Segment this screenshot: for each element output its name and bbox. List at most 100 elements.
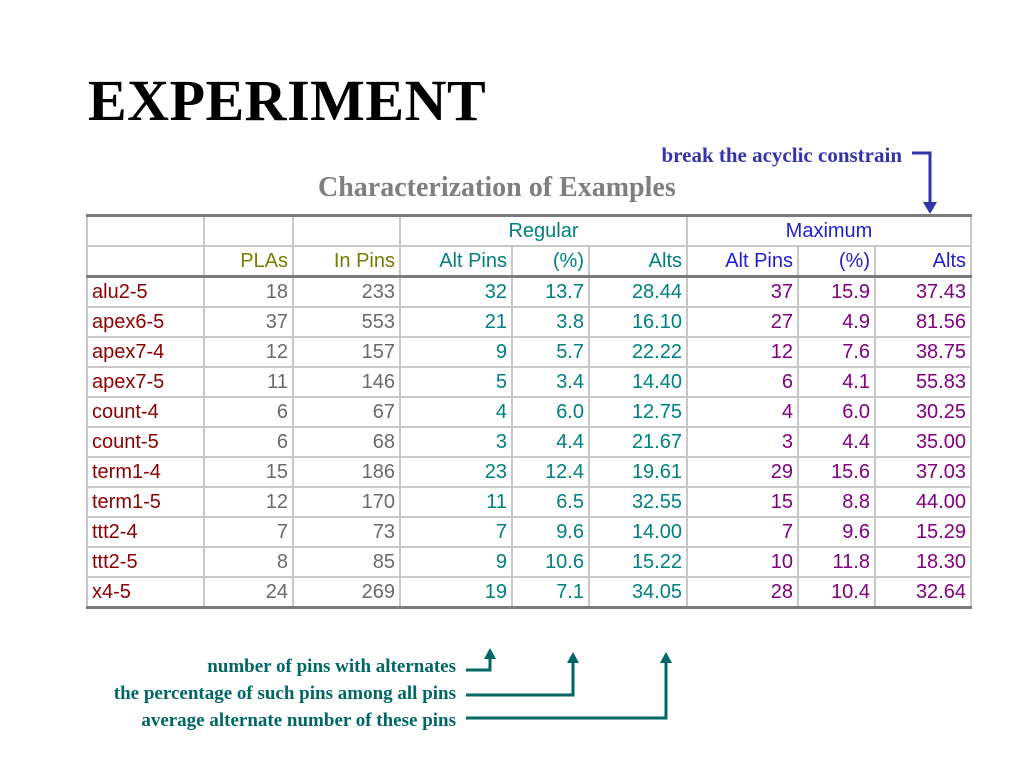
cell-plas: 15: [203, 456, 294, 488]
pins-arrow: [466, 656, 492, 672]
cell-regular-alts: 19.61: [588, 456, 688, 488]
cell-regular-alts: 32.55: [588, 486, 688, 518]
cell-in-pins: 67: [292, 396, 401, 428]
cell-regular-pct: 5.7: [511, 336, 590, 368]
col-header-in-pins: In Pins: [292, 245, 401, 278]
cell-in-pins: 170: [292, 486, 401, 518]
cell-regular-pct: 12.4: [511, 456, 590, 488]
cell-maximum-alt-pins: 6: [686, 366, 799, 398]
cell-maximum-alt-pins: 4: [686, 396, 799, 428]
cell-plas: 6: [203, 396, 294, 428]
average-note: average alternate number of these pins: [141, 710, 456, 731]
percentage-note: the percentage of such pins among all pi…: [113, 683, 456, 704]
cell-maximum-alt-pins: 12: [686, 336, 799, 368]
col-header-regular-pct: (%): [511, 245, 590, 278]
table-row: count-4 6 67 4 6.0 12.75 4 6.0 30.25: [86, 396, 972, 428]
cell-plas: 37: [203, 306, 294, 338]
cell-regular-alts: 12.75: [588, 396, 688, 428]
header-blank: [203, 214, 294, 247]
cell-regular-alt-pins: 9: [399, 546, 513, 578]
cell-regular-alt-pins: 5: [399, 366, 513, 398]
cell-name: ttt2-5: [86, 546, 205, 578]
cell-regular-alts: 14.40: [588, 366, 688, 398]
acyclic-arrow: [912, 151, 932, 205]
cell-regular-alt-pins: 3: [399, 426, 513, 458]
cell-in-pins: 186: [292, 456, 401, 488]
table-row: apex7-4 12 157 9 5.7 22.22 12 7.6 38.75: [86, 336, 972, 368]
cell-regular-alt-pins: 32: [399, 275, 513, 308]
cell-maximum-pct: 9.6: [797, 516, 876, 548]
cell-regular-alts: 34.05: [588, 576, 688, 609]
cell-plas: 12: [203, 336, 294, 368]
cell-in-pins: 68: [292, 426, 401, 458]
table-row: ttt2-4 7 73 7 9.6 14.00 7 9.6 15.29: [86, 516, 972, 548]
cell-plas: 7: [203, 516, 294, 548]
table-row: apex7-5 11 146 5 3.4 14.40 6 4.1 55.83: [86, 366, 972, 398]
cell-plas: 11: [203, 366, 294, 398]
cell-regular-pct: 3.4: [511, 366, 590, 398]
header-blank: [292, 214, 401, 247]
cell-maximum-alts: 55.83: [874, 366, 972, 398]
cell-in-pins: 73: [292, 516, 401, 548]
cell-regular-alt-pins: 19: [399, 576, 513, 609]
cell-regular-pct: 6.5: [511, 486, 590, 518]
cell-regular-pct: 3.8: [511, 306, 590, 338]
cell-maximum-pct: 6.0: [797, 396, 876, 428]
average-arrow-head: [660, 652, 672, 663]
cell-plas: 8: [203, 546, 294, 578]
col-header-plas: PLAs: [203, 245, 294, 278]
cell-maximum-pct: 11.8: [797, 546, 876, 578]
cell-regular-alt-pins: 21: [399, 306, 513, 338]
cell-regular-alt-pins: 9: [399, 336, 513, 368]
table-row: term1-4 15 186 23 12.4 19.61 29 15.6 37.03: [86, 456, 972, 488]
cell-in-pins: 269: [292, 576, 401, 609]
cell-regular-alt-pins: 4: [399, 396, 513, 428]
cell-regular-alt-pins: 7: [399, 516, 513, 548]
cell-maximum-alt-pins: 3: [686, 426, 799, 458]
cell-in-pins: 85: [292, 546, 401, 578]
cell-regular-alt-pins: 11: [399, 486, 513, 518]
cell-regular-pct: 9.6: [511, 516, 590, 548]
cell-name: ttt2-4: [86, 516, 205, 548]
cell-regular-alts: 14.00: [588, 516, 688, 548]
cell-regular-alts: 15.22: [588, 546, 688, 578]
percentage-arrow-head: [567, 652, 579, 663]
cell-maximum-pct: 4.9: [797, 306, 876, 338]
cell-regular-pct: 10.6: [511, 546, 590, 578]
pins-arrow-head: [484, 648, 496, 659]
cell-regular-pct: 13.7: [511, 275, 590, 308]
cell-regular-alt-pins: 23: [399, 456, 513, 488]
cell-plas: 6: [203, 426, 294, 458]
cell-maximum-alt-pins: 27: [686, 306, 799, 338]
cell-maximum-pct: 15.6: [797, 456, 876, 488]
cell-maximum-alts: 30.25: [874, 396, 972, 428]
table-caption: Characterization of Examples: [318, 172, 676, 203]
cell-in-pins: 553: [292, 306, 401, 338]
cell-regular-alts: 16.10: [588, 306, 688, 338]
cell-name: count-5: [86, 426, 205, 458]
col-header-maximum-alt-pins: Alt Pins: [686, 245, 799, 278]
cell-name: term1-5: [86, 486, 205, 518]
cell-maximum-pct: 4.1: [797, 366, 876, 398]
col-header-regular-alts: Alts: [588, 245, 688, 278]
average-arrow: [466, 660, 668, 720]
cell-maximum-alt-pins: 10: [686, 546, 799, 578]
alt-pins-note: number of pins with alternates: [207, 656, 456, 677]
cell-name: count-4: [86, 396, 205, 428]
cell-name: alu2-5: [86, 275, 205, 308]
cell-plas: 24: [203, 576, 294, 609]
table-row: term1-5 12 170 11 6.5 32.55 15 8.8 44.00: [86, 486, 972, 518]
examples-table: Regular Maximum PLAs In Pins Alt Pins (%…: [86, 214, 972, 609]
column-header-row: PLAs In Pins Alt Pins (%) Alts Alt Pins …: [86, 245, 972, 278]
page-title: EXPERIMENT: [88, 68, 487, 133]
cell-maximum-alt-pins: 15: [686, 486, 799, 518]
cell-regular-alts: 21.67: [588, 426, 688, 458]
cell-plas: 18: [203, 275, 294, 308]
table-row: ttt2-5 8 85 9 10.6 15.22 10 11.8 18.30: [86, 546, 972, 578]
cell-regular-pct: 4.4: [511, 426, 590, 458]
cell-name: x4-5: [86, 576, 205, 609]
cell-maximum-pct: 7.6: [797, 336, 876, 368]
cell-maximum-alts: 37.43: [874, 275, 972, 308]
maximum-group-header: Maximum: [686, 214, 972, 247]
